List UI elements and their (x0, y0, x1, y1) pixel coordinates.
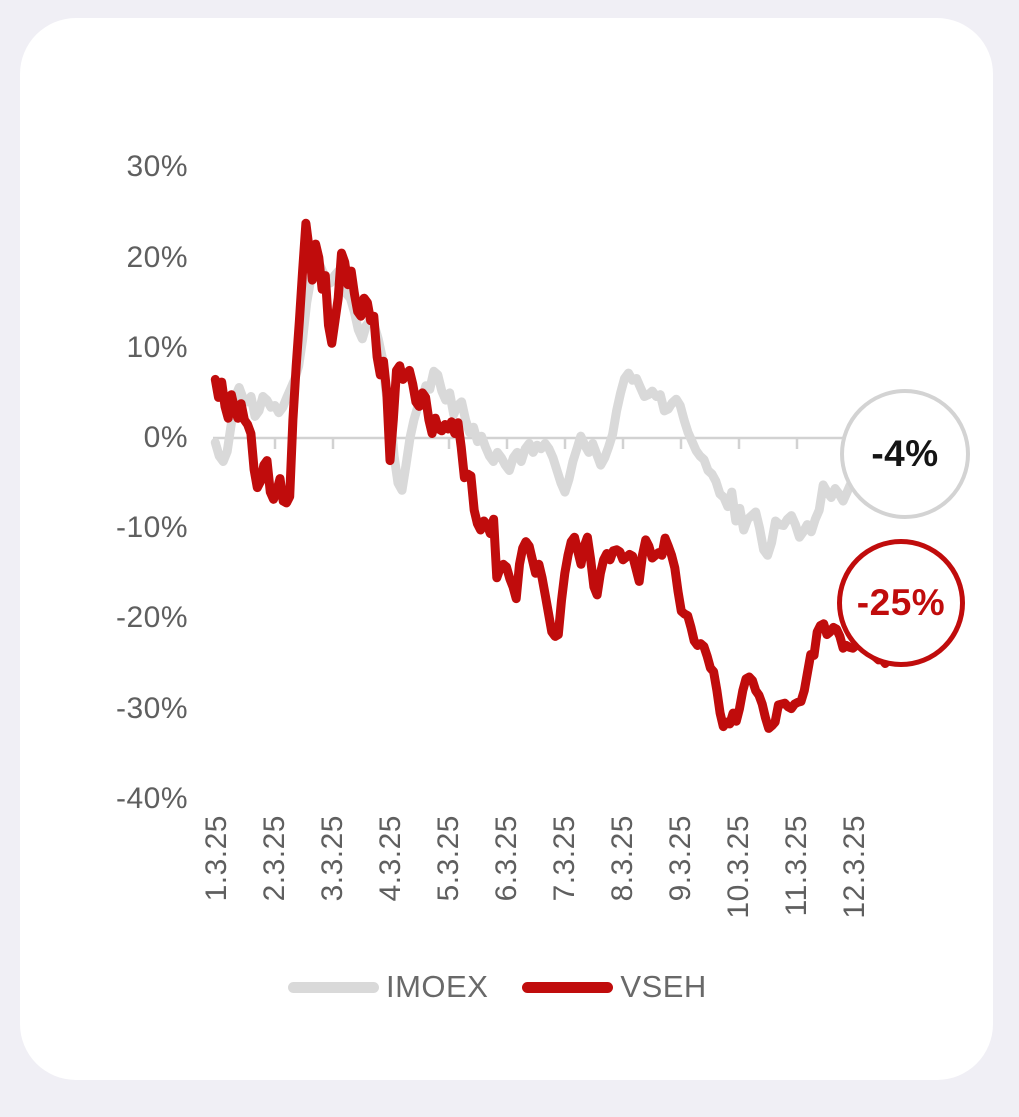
legend-label-vseh: VSEH (620, 969, 707, 1004)
x-axis-label: 10.3.25 (722, 815, 755, 919)
imoex-line-swatch (288, 981, 379, 993)
y-axis-label: -30% (115, 691, 188, 725)
y-axis-label: -10% (115, 511, 188, 545)
x-axis-label: 11.3.25 (780, 815, 813, 917)
x-axis-label: 5.3.25 (432, 815, 465, 902)
x-axis-label: 9.3.25 (664, 815, 697, 902)
y-axis-label: 10% (126, 330, 188, 364)
x-axis-label: 3.3.25 (316, 815, 349, 902)
vseh-end-value-badge: -25% (837, 539, 965, 667)
legend-item-vseh: VSEH (522, 969, 706, 1005)
y-axis-label: 0% (143, 421, 188, 454)
y-axis-label: 30% (126, 150, 188, 184)
legend-item-imoex: IMOEX (288, 969, 488, 1005)
x-axis-label: 7.3.25 (548, 815, 581, 902)
y-axis-label: -20% (115, 601, 188, 635)
legend: IMOEX VSEH (288, 968, 707, 1006)
vseh-line-swatch (522, 981, 614, 993)
imoex-end-value-badge: -4% (840, 389, 970, 519)
x-axis-label: 1.3.25 (200, 815, 233, 902)
vseh-end-value: -25% (856, 582, 946, 623)
chart-card: 30% 20% 10% 0% -10% -20% -30% -40% 1.3.25 2.3.25… (20, 18, 993, 1080)
series-line-imoex (210, 257, 860, 560)
y-axis-label: 20% (126, 240, 188, 274)
imoex-end-value: -4% (871, 433, 939, 474)
x-axis-label: 2.3.25 (258, 815, 291, 902)
y-axis-label: -40% (115, 781, 188, 815)
x-axis-label: 4.3.25 (374, 815, 407, 902)
x-axis-label: 8.3.25 (606, 815, 639, 902)
x-axis-label: 12.3.25 (838, 815, 871, 919)
legend-label-imoex: IMOEX (386, 969, 489, 1004)
series-line-vseh (210, 218, 890, 733)
x-axis-label: 6.3.25 (490, 815, 523, 902)
